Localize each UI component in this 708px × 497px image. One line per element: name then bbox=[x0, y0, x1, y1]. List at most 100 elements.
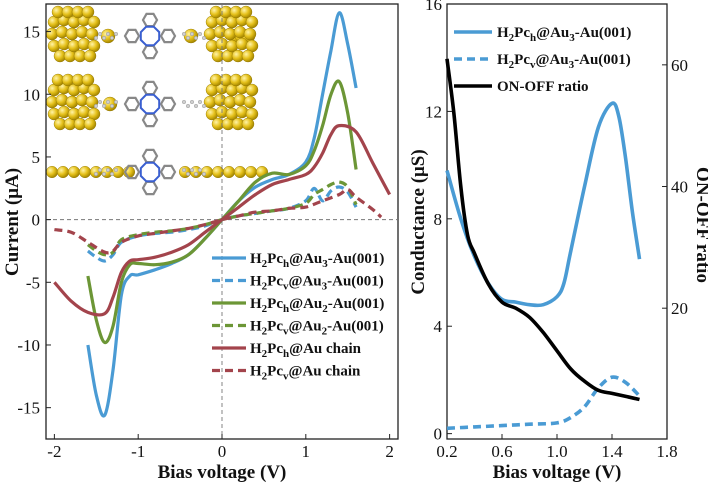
gold-atom bbox=[89, 165, 102, 178]
benzene-ring bbox=[159, 164, 177, 180]
left-x-tick-label: -1 bbox=[131, 442, 145, 461]
hydrogen-atom bbox=[93, 171, 98, 176]
right-y2-tick-label: 60 bbox=[671, 56, 688, 75]
porphyrin-core bbox=[139, 161, 161, 183]
gold-atom bbox=[189, 165, 202, 178]
left-legend-label: H2Pcv@Au chain bbox=[250, 364, 361, 383]
hydrogen-atom bbox=[109, 36, 114, 41]
hydrogen-atom bbox=[109, 171, 114, 176]
legend-text-part: 2 bbox=[322, 326, 328, 338]
hydrogen-atom bbox=[101, 171, 106, 176]
legend-text-part: 2 bbox=[262, 348, 268, 360]
right-legend-label: ON-OFF ratio bbox=[497, 79, 589, 95]
porphyrin-core bbox=[139, 93, 161, 115]
legend-text-part: Pc bbox=[514, 25, 530, 41]
legend-text-part: v bbox=[283, 371, 289, 383]
benzene-ring bbox=[141, 180, 159, 196]
hydrogen-atom bbox=[197, 167, 202, 172]
gold-atom bbox=[81, 73, 95, 87]
hydrogen-atom bbox=[193, 103, 198, 108]
benzene-ring bbox=[141, 112, 159, 128]
hydrogen-atom bbox=[97, 167, 102, 172]
hydrogen-atom bbox=[193, 36, 198, 41]
legend-text-part: 2 bbox=[262, 281, 268, 293]
legend-text-part: ON-OFF ratio bbox=[497, 79, 589, 95]
gold-atom bbox=[241, 49, 255, 63]
right-y-tick-label: 12 bbox=[425, 102, 442, 121]
hydrogen-atom bbox=[189, 167, 194, 172]
legend-text-part: H bbox=[250, 251, 262, 267]
left-x-tick-label: 0 bbox=[218, 442, 227, 461]
legend-text-part: -Au(001) bbox=[574, 52, 631, 68]
left-series-line-6 bbox=[54, 187, 383, 255]
right-legend-label: H2Pcv@Au3-Au(001) bbox=[497, 52, 631, 71]
right-x-tick-label: 1.8 bbox=[656, 442, 677, 461]
gold-atom bbox=[222, 165, 235, 178]
legend-text-part: H bbox=[250, 364, 262, 380]
legend-text-part: 2 bbox=[262, 371, 268, 383]
gold-atom bbox=[57, 165, 70, 178]
right-y-tick-label: 16 bbox=[425, 0, 442, 14]
gold-atom bbox=[243, 27, 257, 41]
right-series-line-1 bbox=[445, 101, 642, 308]
legend-text-part: @Au bbox=[289, 251, 322, 267]
legend-text-part: H bbox=[250, 296, 262, 312]
phthalocyanine-molecule bbox=[93, 80, 206, 128]
legend-text-part: @Au bbox=[536, 52, 569, 68]
legend-text-part: 3 bbox=[322, 258, 328, 270]
hydrogen-atom bbox=[109, 103, 114, 108]
gold-atom bbox=[83, 117, 97, 131]
right-x-axis-label: Bias voltage (V) bbox=[493, 462, 622, 483]
legend-text-part: -Au(001) bbox=[327, 319, 384, 335]
legend-text-part: -Au(001) bbox=[575, 25, 632, 41]
legend-text-part: h bbox=[283, 303, 289, 315]
benzene-ring bbox=[141, 12, 159, 28]
right-series-group bbox=[445, 58, 642, 431]
left-y-tick-label: 10 bbox=[23, 85, 40, 104]
left-legend-label: H2Pch@Au2-Au(001) bbox=[250, 296, 384, 315]
gold-atom bbox=[243, 95, 257, 109]
gold-atom bbox=[111, 165, 124, 178]
left-x-tick-label: 2 bbox=[385, 442, 394, 461]
benzene-ring bbox=[159, 96, 177, 112]
left-y-axis-label: Current (μA) bbox=[2, 168, 23, 276]
gold-atom bbox=[81, 5, 95, 19]
gold-atom bbox=[102, 96, 118, 112]
left-y-tick-label: -10 bbox=[17, 336, 40, 355]
left-y-tick-label: 0 bbox=[32, 211, 41, 230]
benzene-ring bbox=[141, 80, 159, 96]
legend-text-part: h bbox=[530, 32, 536, 44]
hydrogen-atom bbox=[97, 32, 102, 37]
gold-atom bbox=[245, 15, 259, 29]
legend-text-part: @Au bbox=[289, 274, 322, 290]
hydrogen-atom bbox=[101, 36, 106, 41]
left-series-line-5 bbox=[53, 123, 392, 317]
hydrogen-atom bbox=[185, 171, 190, 176]
legend-text-part: 2 bbox=[262, 258, 268, 270]
hydrogen-atom bbox=[113, 99, 118, 104]
gold-atom bbox=[239, 73, 253, 87]
gold-atom bbox=[46, 165, 59, 178]
gold-atom bbox=[245, 83, 259, 97]
legend-text-part: @Au chain bbox=[289, 364, 362, 380]
gold-atom bbox=[244, 165, 257, 178]
legend-text-part: H bbox=[250, 319, 262, 335]
hydrogen-atom bbox=[197, 99, 202, 104]
gold-atom bbox=[100, 165, 113, 178]
right-x-tick-label: 0.2 bbox=[436, 442, 457, 461]
phthalocyanine-molecule bbox=[93, 12, 206, 60]
hydrogen-atom bbox=[105, 32, 110, 37]
hydrogen-atom bbox=[181, 32, 186, 37]
legend-text-part: 3 bbox=[569, 59, 575, 71]
legend-text-part: Pc bbox=[514, 52, 530, 68]
molecular-structure-inset bbox=[45, 5, 269, 196]
left-legend-label: H2Pch@Au chain bbox=[250, 341, 362, 360]
legend-text-part: H bbox=[250, 274, 262, 290]
porphyrin-core bbox=[139, 25, 161, 47]
gold-atom bbox=[233, 165, 246, 178]
right-x-tick-label: 0.6 bbox=[491, 442, 512, 461]
hydrogen-atom bbox=[97, 99, 102, 104]
legend-text-part: 2 bbox=[262, 303, 268, 315]
